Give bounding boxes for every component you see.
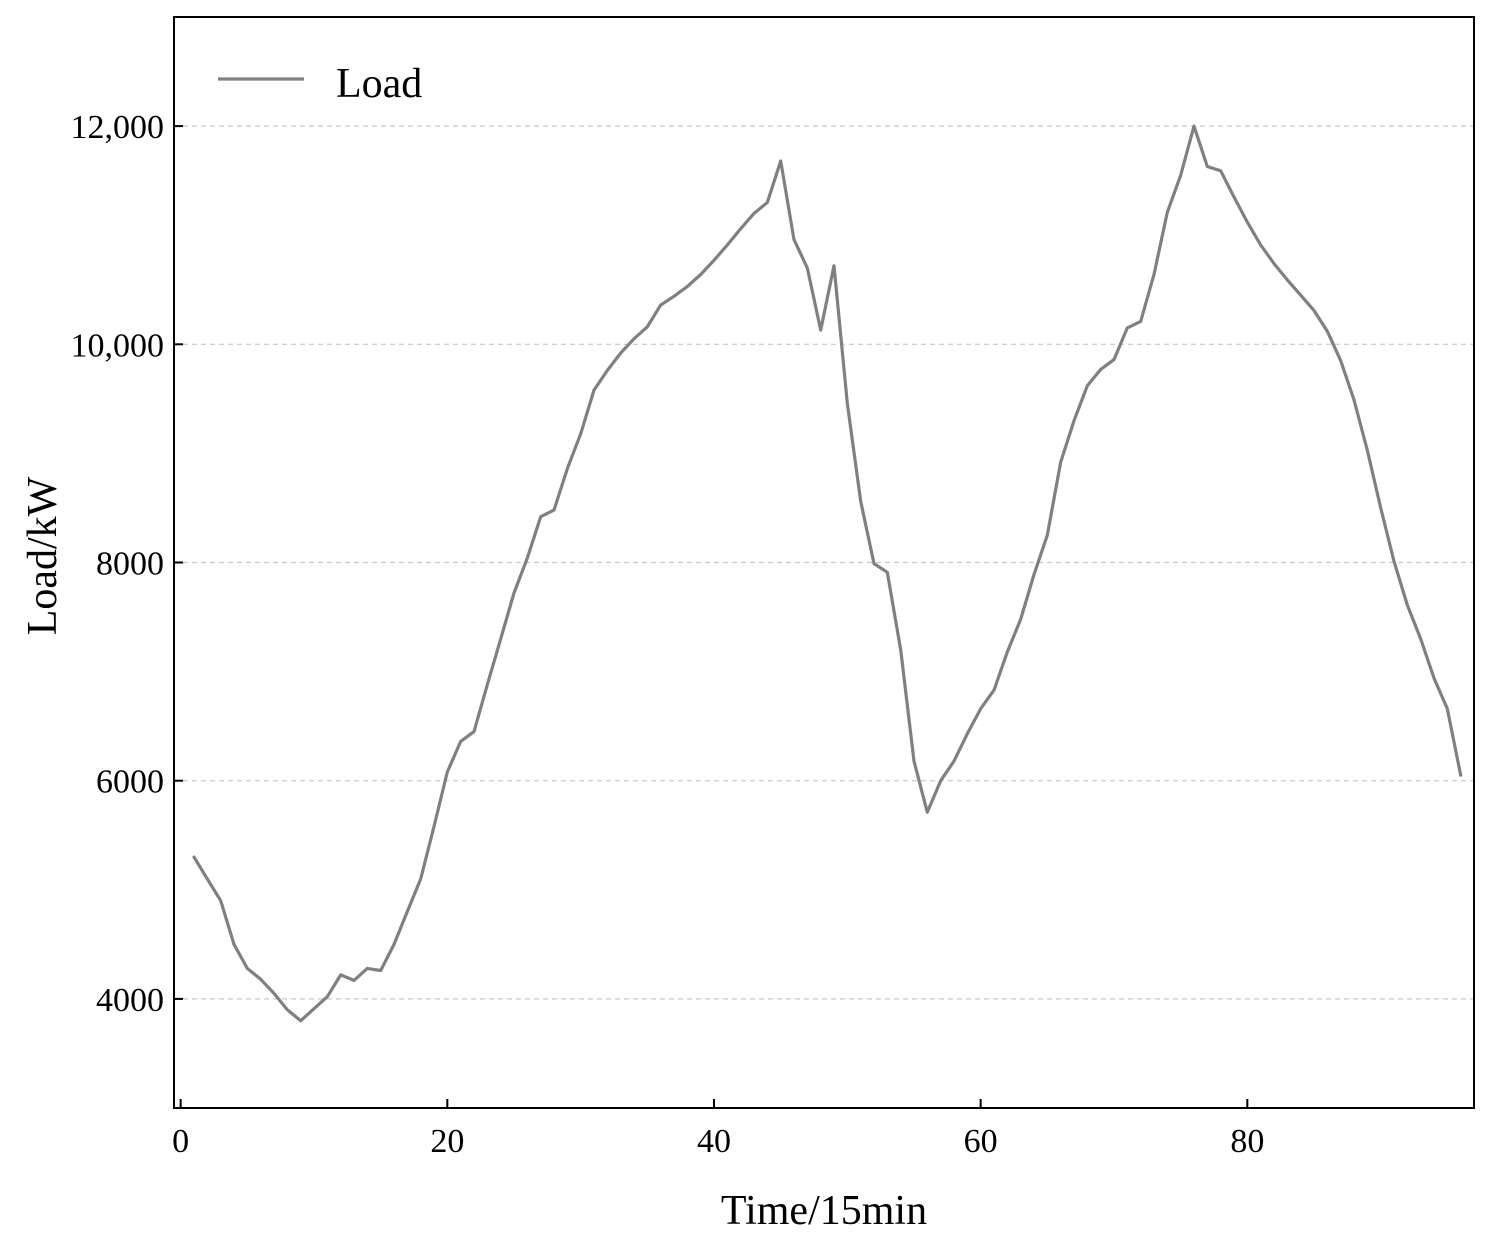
y-tick-label: 6000 bbox=[96, 764, 164, 801]
x-axis-ticks: 0 20 40 60 80 bbox=[172, 1099, 1264, 1160]
legend-label-load: Load bbox=[336, 61, 422, 107]
y-tick-label: 4000 bbox=[96, 982, 164, 1019]
gridlines bbox=[174, 125, 1474, 1000]
legend: Load bbox=[218, 61, 422, 107]
x-tick-label: 60 bbox=[964, 1123, 998, 1160]
x-axis-title: Time/15min bbox=[721, 1188, 927, 1234]
series-line-load bbox=[192, 124, 1463, 1023]
y-axis-title: Load/kW bbox=[20, 476, 66, 635]
y-tick-label: 8000 bbox=[96, 546, 164, 583]
y-tick-label: 12,000 bbox=[71, 109, 165, 146]
x-tick-label: 0 bbox=[172, 1123, 189, 1160]
x-tick-label: 80 bbox=[1230, 1123, 1264, 1160]
y-axis-ticks: 4000 6000 8000 10,000 12,000 bbox=[71, 109, 183, 1019]
y-tick-label: 10,000 bbox=[71, 327, 165, 364]
x-tick-label: 40 bbox=[697, 1123, 731, 1160]
x-tick-label: 20 bbox=[430, 1123, 464, 1160]
